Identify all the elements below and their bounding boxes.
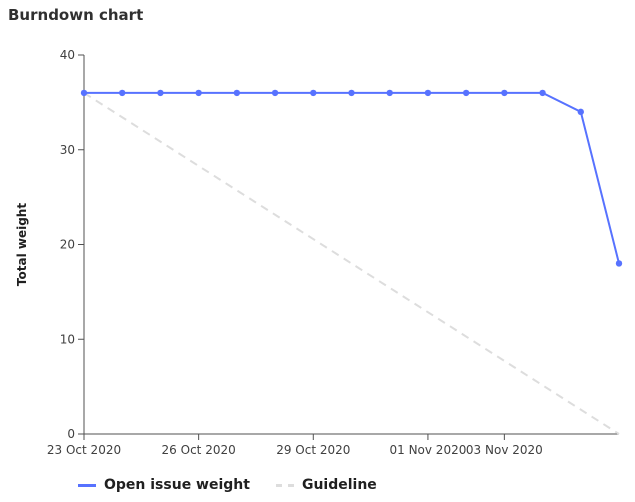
legend-label: Guideline — [301, 477, 377, 493]
y-tick-label: 30 — [60, 143, 75, 157]
axes — [83, 55, 619, 435]
chart-title: Burndown chart — [8, 6, 144, 24]
data-point[interactable] — [539, 89, 546, 97]
data-point[interactable] — [310, 89, 317, 97]
data-point[interactable] — [386, 89, 393, 97]
data-point[interactable] — [119, 89, 126, 97]
x-tick-label: 23 Oct 2020 — [47, 443, 121, 457]
series-layer — [80, 89, 623, 435]
x-axis-ticks: 23 Oct 2020 26 Oct 2020 29 Oct 2020 01 Nov … — [47, 434, 543, 457]
data-point[interactable] — [348, 89, 355, 97]
y-axis-title: Total weight — [15, 203, 29, 286]
data-point[interactable] — [195, 89, 202, 97]
y-tick-label: 0 — [67, 427, 75, 441]
data-point[interactable] — [424, 89, 432, 97]
y-axis-title-group: Total weight — [15, 203, 29, 286]
series-line-guideline — [83, 92, 620, 435]
legend: Open issue weight Guideline — [78, 477, 377, 493]
data-point[interactable] — [577, 108, 584, 116]
x-tick-label: 26 Oct 2020 — [162, 443, 236, 457]
x-tick-label: 29 Oct 2020 — [276, 443, 350, 457]
data-point[interactable] — [157, 89, 164, 97]
data-point[interactable] — [233, 89, 241, 97]
legend-item[interactable]: Guideline — [275, 477, 377, 493]
legend-item[interactable]: Open issue weight — [78, 477, 250, 493]
data-point[interactable] — [501, 89, 508, 97]
legend-label: Open issue weight — [104, 477, 250, 493]
series-line-open-issue-weight — [84, 91, 620, 264]
burndown-chart: Total weight 0 10 20 30 40 23 Oct 2020 26 Oct… — [15, 48, 623, 457]
legend-swatch — [78, 483, 96, 487]
data-point[interactable] — [615, 260, 623, 267]
data-point[interactable] — [80, 89, 88, 97]
data-point[interactable] — [462, 89, 470, 97]
y-tick-label: 10 — [60, 332, 75, 346]
y-tick-label: 40 — [60, 48, 75, 62]
y-tick-label: 20 — [60, 238, 75, 252]
data-point[interactable] — [271, 89, 279, 97]
legend-swatch — [275, 483, 294, 487]
x-tick-label: 01 Nov 2020 — [389, 443, 466, 457]
x-tick-label: 03 Nov 2020 — [466, 443, 543, 457]
y-axis-ticks: 0 10 20 30 40 — [60, 48, 84, 441]
